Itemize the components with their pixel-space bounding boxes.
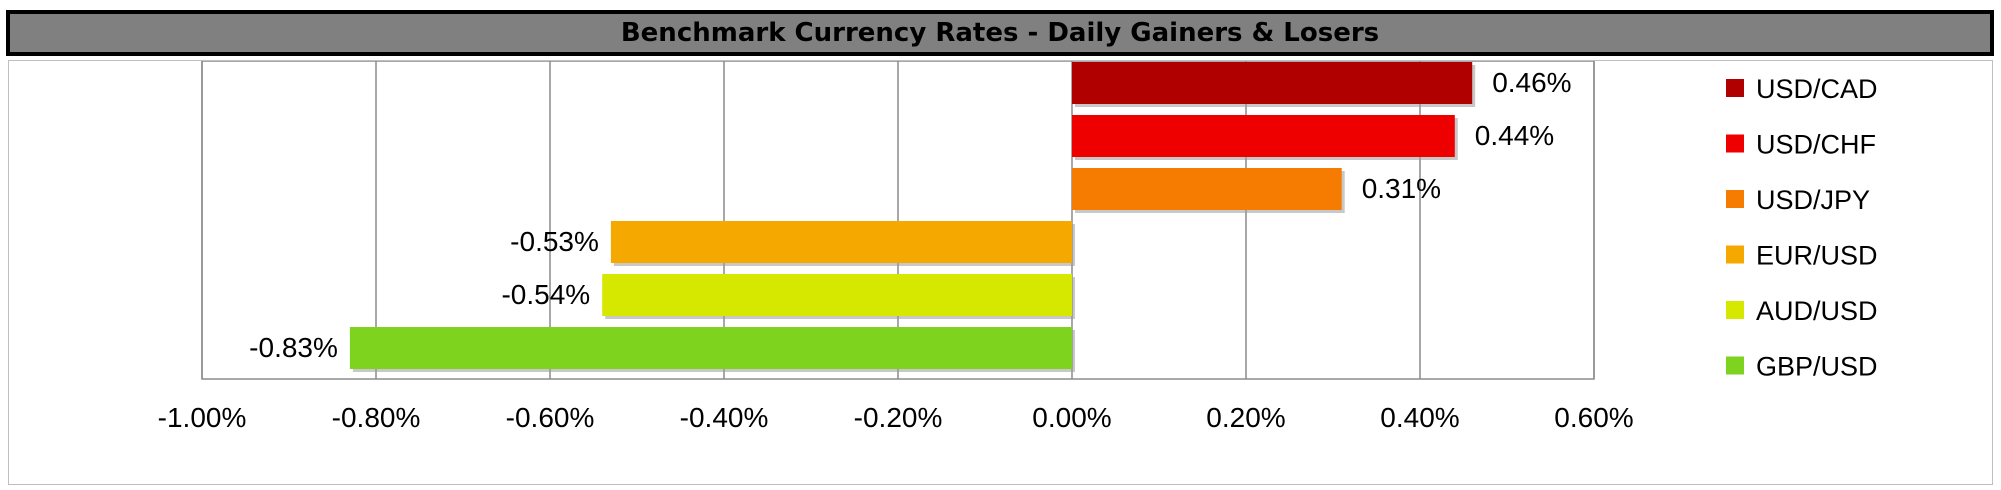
bar-aud-usd bbox=[602, 274, 1072, 316]
legend-swatch bbox=[1726, 245, 1744, 264]
legend-label: USD/JPY bbox=[1756, 185, 1870, 215]
bar-usd-cad bbox=[1072, 62, 1473, 104]
x-tick-label: -0.40% bbox=[680, 402, 769, 433]
legend-swatch bbox=[1726, 190, 1744, 208]
data-label: -0.83% bbox=[249, 332, 338, 363]
data-label: 0.44% bbox=[1475, 120, 1554, 151]
x-tick-label: -1.00% bbox=[158, 402, 247, 433]
legend-label: USD/CHF bbox=[1756, 130, 1876, 160]
x-tick-label: -0.20% bbox=[854, 402, 943, 433]
bar-usd-chf bbox=[1072, 115, 1455, 157]
bar-gbp-usd bbox=[349, 327, 1072, 369]
bar-chart: -1.00% -0.80% -0.60% -0.40% -0.20% 0.00% 0.20%… bbox=[158, 61, 1878, 433]
bar-eur-usd bbox=[610, 221, 1072, 263]
data-label: -0.54% bbox=[501, 279, 590, 310]
x-tick-label: 0.20% bbox=[1206, 402, 1285, 433]
legend-swatch bbox=[1726, 301, 1744, 319]
x-tick-label: 0.40% bbox=[1380, 402, 1459, 433]
chart-title-bar: Benchmark Currency Rates - Daily Gainers… bbox=[6, 10, 1994, 56]
legend-swatch bbox=[1726, 79, 1744, 97]
legend-label: EUR/USD bbox=[1756, 241, 1878, 271]
legend-label: GBP/USD bbox=[1756, 352, 1878, 382]
chart-title: Benchmark Currency Rates - Daily Gainers… bbox=[620, 18, 1380, 48]
data-label: 0.31% bbox=[1362, 173, 1441, 204]
x-tick-label: 0.60% bbox=[1554, 402, 1633, 433]
data-label: -0.53% bbox=[510, 226, 599, 257]
legend-label: AUD/USD bbox=[1756, 296, 1878, 326]
legend-label: USD/CAD bbox=[1756, 74, 1878, 104]
x-tick-label: 0.00% bbox=[1032, 402, 1111, 433]
x-tick-label: -0.60% bbox=[506, 402, 595, 433]
legend-swatch bbox=[1726, 134, 1744, 153]
data-label: 0.46% bbox=[1492, 67, 1571, 98]
legend-swatch bbox=[1726, 356, 1744, 375]
x-tick-label: -0.80% bbox=[332, 402, 421, 433]
chart-frame: -1.00% -0.80% -0.60% -0.40% -0.20% 0.00% 0.20%… bbox=[8, 60, 1993, 485]
bar-usd-jpy bbox=[1072, 168, 1342, 210]
